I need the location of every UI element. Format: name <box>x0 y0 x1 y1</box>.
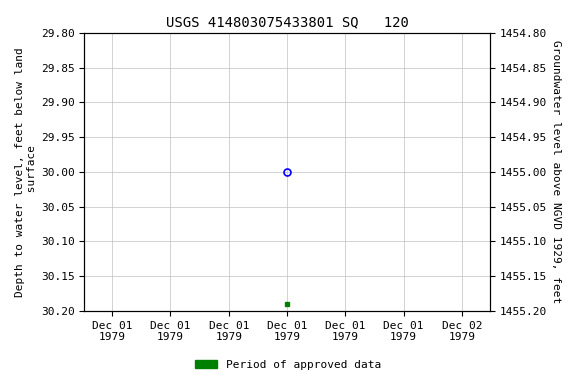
Y-axis label: Depth to water level, feet below land
 surface: Depth to water level, feet below land su… <box>15 47 37 297</box>
Title: USGS 414803075433801 SQ   120: USGS 414803075433801 SQ 120 <box>166 15 408 29</box>
Y-axis label: Groundwater level above NGVD 1929, feet: Groundwater level above NGVD 1929, feet <box>551 40 561 303</box>
Legend: Period of approved data: Period of approved data <box>191 356 385 375</box>
